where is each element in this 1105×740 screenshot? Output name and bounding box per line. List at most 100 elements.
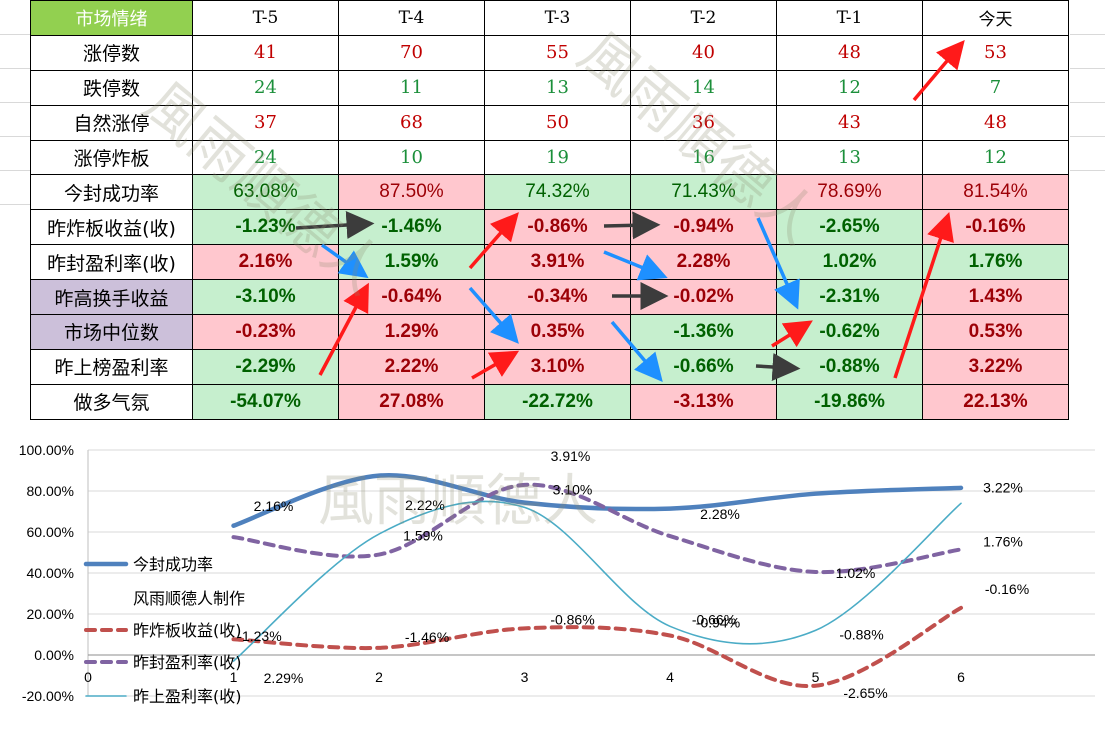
table-cell[interactable]: 3.22% (922, 348, 1069, 385)
sheet-gridline (1070, 102, 1105, 103)
table-cell[interactable]: 1.29% (338, 314, 485, 350)
table-row: 自然涨停 37 68 50 36 43 48 (30, 104, 1069, 141)
table-cell[interactable]: 50 (484, 104, 631, 141)
table-cell[interactable]: 13 (776, 139, 923, 176)
table-row: 做多气氛 -54.07% 27.08% -22.72% -3.13% -19.8… (30, 383, 1069, 420)
header-cell-today[interactable]: 今天 (922, 0, 1069, 36)
x-tick-label: 5 (812, 669, 820, 685)
gray-flat-arrow (755, 352, 801, 381)
table-cell[interactable]: 2.16% (192, 244, 339, 281)
table-cell[interactable]: -1.36% (630, 314, 777, 350)
table-cell[interactable]: 63.08% (192, 174, 339, 211)
table-cell[interactable]: 74.32% (484, 174, 631, 211)
table-cell[interactable]: 14 (630, 69, 777, 106)
row-label[interactable]: 今封成功率 (30, 174, 193, 211)
sheet-gridline (0, 102, 30, 103)
table-cell[interactable]: -54.07% (192, 383, 339, 420)
x-tick-label: 3 (521, 669, 529, 685)
data-label: -1.23% (237, 628, 281, 644)
table-row: 昨封盈利率(收) 2.16% 1.59% 3.91% 2.28% 1.02% 1… (30, 244, 1069, 281)
data-label: -0.16% (985, 581, 1029, 597)
table-cell[interactable]: 71.43% (630, 174, 777, 211)
table-cell[interactable]: 1.02% (776, 244, 923, 281)
table-cell[interactable]: 55 (484, 34, 631, 71)
table-cell[interactable]: -0.34% (484, 279, 631, 316)
table-cell[interactable]: -3.13% (630, 383, 777, 420)
table-row: 今封成功率 63.08% 87.50% 74.32% 71.43% 78.69%… (30, 174, 1069, 211)
x-tick-label: 1 (230, 669, 238, 685)
red-up-arrow (771, 320, 813, 348)
table-cell[interactable]: 7 (922, 69, 1069, 106)
data-label: 3.22% (983, 479, 1023, 495)
table-cell[interactable]: 40 (630, 34, 777, 71)
data-label: 2.22% (405, 497, 445, 513)
header-cell-title[interactable]: 市场情绪 (30, 0, 193, 36)
table-cell[interactable]: 0.53% (922, 314, 1069, 350)
header-cell-t4[interactable]: T-4 (338, 0, 485, 36)
table-cell[interactable]: -22.72% (484, 383, 631, 420)
row-label[interactable]: 做多气氛 (30, 383, 193, 420)
table-cell[interactable]: 68 (338, 104, 485, 141)
table-cell[interactable]: -19.86% (776, 383, 923, 420)
legend-label: 今封成功率 (133, 555, 213, 574)
table-cell[interactable]: -1.23% (192, 209, 339, 246)
data-label: 2.29% (264, 670, 304, 686)
gray-flat-arrow (603, 211, 661, 240)
table-cell[interactable]: 81.54% (922, 174, 1069, 211)
x-tick-label: 6 (957, 669, 965, 685)
table-cell[interactable]: 3.91% (484, 244, 631, 281)
row-label[interactable]: 自然涨停 (30, 104, 193, 141)
row-label[interactable]: 跌停数 (30, 69, 193, 106)
series-line (232, 500, 962, 662)
header-cell-t1[interactable]: T-1 (776, 0, 923, 36)
header-cell-t2[interactable]: T-2 (630, 0, 777, 36)
table-cell[interactable]: -2.29% (192, 348, 339, 385)
red-up-arrow (893, 212, 954, 379)
y-tick-label: 40.00% (27, 565, 74, 581)
data-label: 1.59% (403, 528, 443, 544)
row-label[interactable]: 昨封盈利率(收) (30, 244, 193, 281)
row-label[interactable]: 昨炸板收益(收) (30, 209, 193, 246)
header-row: 市场情绪 T-5 T-4 T-3 T-2 T-1 今天 (30, 0, 1069, 36)
legend-note: 风雨顺德人制作 (133, 589, 245, 608)
table-cell[interactable]: -3.10% (192, 279, 339, 316)
series-line (231, 472, 964, 528)
table-cell[interactable]: 27.08% (338, 383, 485, 420)
data-label: -1.46% (405, 629, 449, 645)
table-cell[interactable]: 36 (630, 104, 777, 141)
header-cell-t3[interactable]: T-3 (484, 0, 631, 36)
data-label: -2.65% (843, 685, 887, 701)
blue-down-arrow (468, 286, 519, 344)
table-cell[interactable]: -2.65% (776, 209, 923, 246)
sheet-gridline (1070, 170, 1105, 171)
sheet-gridline (0, 34, 30, 35)
trend-arrows-overlay (295, 39, 965, 383)
gray-flat-arrow (295, 211, 375, 240)
chart-series-lines (231, 472, 964, 688)
y-tick-label: -20.00% (22, 688, 74, 704)
table-row: 涨停炸板 24 10 19 16 13 12 (30, 139, 1069, 176)
table-cell[interactable]: 48 (776, 34, 923, 71)
legend-label: 昨上盈利率(收) (133, 687, 242, 706)
table-cell[interactable]: 12 (922, 139, 1069, 176)
table-cell[interactable]: 41 (192, 34, 339, 71)
data-label: 1.02% (836, 565, 876, 581)
row-label[interactable]: 昨高换手收益 (30, 279, 193, 316)
table-cell[interactable]: 78.69% (776, 174, 923, 211)
sheet-gridline (1070, 34, 1105, 35)
table-cell[interactable]: 1.76% (922, 244, 1069, 281)
table-cell[interactable]: 22.13% (922, 383, 1069, 420)
x-axis-ticks: 0 1 2 3 4 5 6 (84, 669, 965, 685)
y-axis-ticks: 100.00% 80.00% 60.00% 40.00% 20.00% 0.00% -20.… (19, 442, 74, 704)
table-cell[interactable]: 2.22% (338, 348, 485, 385)
y-tick-label: 0.00% (34, 647, 74, 663)
data-label: -0.86% (550, 611, 594, 627)
red-up-arrow (471, 350, 520, 380)
table-cell[interactable]: -0.23% (192, 314, 339, 350)
series-line (231, 605, 963, 688)
sheet-gridline (0, 204, 30, 205)
red-up-arrow (318, 282, 369, 376)
row-label[interactable]: 市场中位数 (30, 314, 193, 350)
